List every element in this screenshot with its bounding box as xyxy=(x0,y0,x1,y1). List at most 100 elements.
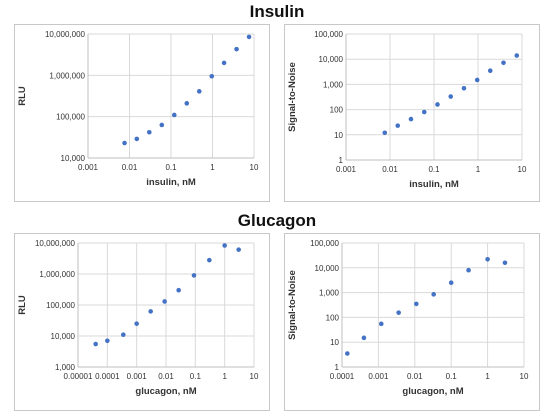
data-point xyxy=(234,46,239,52)
y-tick-label: 10,000,000 xyxy=(35,239,76,248)
data-point xyxy=(184,101,190,106)
y-tick-label: 100,000 xyxy=(46,301,75,310)
glucagon-rlu-chart: 0.00001 0.0001 0.001 0.01 0.1 1 10 1,000 10,000 1… xyxy=(14,233,270,411)
data-point xyxy=(474,77,480,83)
data-point xyxy=(246,34,252,40)
data-point xyxy=(431,292,436,297)
data-point xyxy=(448,94,454,99)
data-point xyxy=(93,341,98,347)
x-axis-label: glucagon, nM xyxy=(135,386,196,397)
y-tick-label: 100 xyxy=(330,106,344,115)
y-tick-label: 100,000 xyxy=(310,239,339,248)
data-point xyxy=(448,280,454,286)
y-tick-label: 100,000 xyxy=(56,113,85,122)
x-tick-label: 0.1 xyxy=(190,372,202,381)
data-point xyxy=(176,287,181,293)
data-point xyxy=(134,136,140,142)
data-point xyxy=(191,273,197,278)
chart-frame xyxy=(284,24,540,202)
y-tick-label: 10 xyxy=(330,338,339,347)
data-point xyxy=(122,140,127,146)
x-tick-label: 0.1 xyxy=(428,165,440,174)
x-tick-label: 10 xyxy=(518,165,527,174)
data-point xyxy=(378,321,384,327)
data-point xyxy=(345,351,350,356)
data-point xyxy=(207,257,212,263)
x-tick-label: 0.001 xyxy=(336,165,357,174)
x-tick-label: 0.01 xyxy=(382,165,398,174)
y-tick-label: 1,000 xyxy=(323,80,344,89)
x-tick-label: 10 xyxy=(250,163,259,172)
data-point xyxy=(382,130,388,136)
x-axis-label: insulin, nM xyxy=(409,179,459,190)
y-tick-label: 10,000 xyxy=(315,264,340,273)
data-point xyxy=(148,309,153,314)
y-tick-label: 1 xyxy=(335,363,340,372)
y-tick-label: 100 xyxy=(326,313,340,322)
data-point xyxy=(196,89,202,94)
data-point xyxy=(485,257,490,262)
x-tick-label: 0.01 xyxy=(158,372,174,381)
x-tick-label: 0.00001 xyxy=(64,372,93,381)
data-point xyxy=(414,301,419,307)
data-point xyxy=(209,73,215,79)
x-tick-label: 0.001 xyxy=(368,372,389,381)
data-point xyxy=(408,116,414,122)
y-tick-label: 1,000,000 xyxy=(49,71,85,80)
y-tick-label: 1,000,000 xyxy=(39,270,75,279)
x-tick-label: 0.1 xyxy=(446,372,458,381)
data-point xyxy=(461,86,467,91)
y-axis-label: RLU xyxy=(17,295,28,315)
glucagon-section-title: Glucagon xyxy=(237,211,317,230)
x-tick-label: 0.0001 xyxy=(95,372,120,381)
data-point xyxy=(487,68,493,73)
data-point xyxy=(221,60,227,66)
y-axis-label: Signal-to-Noise xyxy=(287,270,298,340)
data-point xyxy=(361,335,367,341)
data-point xyxy=(502,260,508,266)
x-tick-label: 0.01 xyxy=(407,372,423,381)
data-point xyxy=(147,129,152,135)
y-tick-label: 1 xyxy=(339,156,344,165)
x-tick-label: 10 xyxy=(520,372,529,381)
y-axis-label: Signal-to-Noise xyxy=(287,62,298,132)
chart-frame xyxy=(284,233,540,411)
data-point xyxy=(421,109,427,115)
x-axis-label: insulin, nM xyxy=(146,177,196,188)
insulin-rlu-chart: 0.001 0.01 0.1 1 10 10,000 100,000 1,000,000 10,… xyxy=(14,24,270,202)
data-point xyxy=(159,122,165,128)
data-point xyxy=(171,112,177,118)
x-tick-label: 0.001 xyxy=(78,163,99,172)
y-tick-label: 100,000 xyxy=(314,30,343,39)
data-point xyxy=(105,338,110,344)
x-tick-label: 0.001 xyxy=(127,372,148,381)
data-point xyxy=(501,60,506,66)
x-tick-label: 1 xyxy=(476,165,481,174)
chart-frame xyxy=(14,233,270,411)
data-point xyxy=(222,243,227,248)
y-tick-label: 10,000 xyxy=(61,154,86,163)
data-point xyxy=(395,123,401,128)
y-tick-label: 1,000 xyxy=(319,289,340,298)
glucagon-signal-to-noise-chart: 0.0001 0.001 0.01 0.1 1 10 1 10 100 1,000 10,000 10… xyxy=(284,233,540,411)
insulin-signal-to-noise-chart: 0.001 0.01 0.1 1 10 1 10 100 1,000 10,000 100,000 i… xyxy=(284,24,540,202)
y-tick-label: 10,000 xyxy=(319,55,344,64)
x-tick-label: 0.1 xyxy=(165,163,177,172)
x-axis-label: glucagon, nM xyxy=(402,386,463,397)
x-tick-label: 1 xyxy=(222,372,227,381)
y-axis-label: RLU xyxy=(17,86,28,106)
x-tick-label: 10 xyxy=(250,372,259,381)
insulin-section-title: Insulin xyxy=(249,2,305,21)
data-point xyxy=(120,332,126,338)
data-point xyxy=(435,102,440,107)
y-tick-label: 10 xyxy=(334,131,343,140)
x-tick-label: 0.01 xyxy=(122,163,138,172)
x-tick-label: 1 xyxy=(210,163,215,172)
x-tick-label: 1 xyxy=(485,372,490,381)
data-point xyxy=(466,267,471,273)
x-tick-label: 0.0001 xyxy=(330,372,355,381)
data-point xyxy=(162,299,167,304)
y-tick-label: 10,000,000 xyxy=(45,30,86,39)
chart-frame xyxy=(14,24,270,202)
y-tick-label: 1,000 xyxy=(55,363,76,372)
